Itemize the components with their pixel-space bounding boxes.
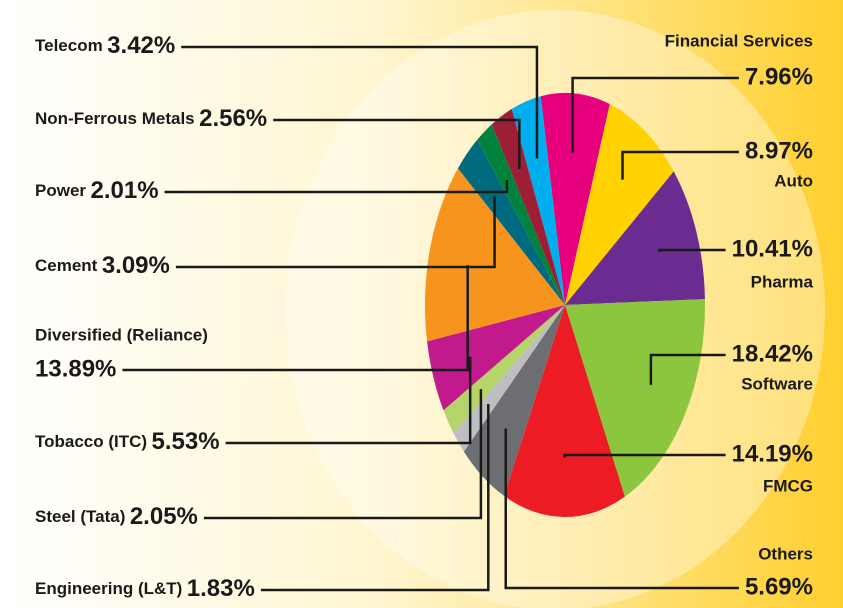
pie-slice bbox=[443, 305, 565, 434]
category-label: Others bbox=[758, 544, 813, 563]
category-label: Financial Services bbox=[665, 31, 813, 50]
leader-line bbox=[621, 150, 739, 180]
label: Engineering (L&T) 1.83% bbox=[35, 575, 255, 602]
category-label: Pharma bbox=[751, 272, 814, 291]
label: Power 2.01% bbox=[35, 177, 159, 204]
leader-line bbox=[273, 118, 521, 169]
label: Tobacco (ITC) 5.53% bbox=[35, 428, 220, 455]
value-label: 7.96% bbox=[745, 63, 813, 90]
value-label: 2.01% bbox=[90, 177, 158, 204]
value-label: 10.41% bbox=[732, 235, 813, 262]
value-label: 2.05% bbox=[130, 503, 198, 530]
category-label: Tobacco (ITC) bbox=[35, 432, 147, 451]
category-label: Diversified (Reliance) bbox=[35, 325, 208, 344]
leader-line bbox=[571, 76, 739, 153]
leader-line bbox=[164, 180, 509, 194]
label: Steel (Tata) 2.05% bbox=[35, 503, 198, 530]
leader-line bbox=[563, 453, 726, 458]
pie-slice bbox=[540, 93, 610, 306]
category-label: Power bbox=[35, 181, 86, 200]
pie-slice bbox=[457, 139, 565, 305]
pie-slice bbox=[477, 124, 565, 306]
pie-slice bbox=[565, 299, 705, 497]
value-label: 3.42% bbox=[107, 32, 175, 59]
labels: Financial Services 7.96% Auto 8.97% Pharma 10… bbox=[35, 31, 814, 602]
leader-line bbox=[658, 248, 726, 252]
value-label: 13.89% bbox=[35, 355, 116, 382]
leader-line bbox=[175, 195, 496, 269]
leader-line bbox=[225, 356, 472, 445]
slices bbox=[425, 93, 705, 517]
leader-line bbox=[260, 404, 490, 592]
label: Telecom 3.42% bbox=[35, 32, 175, 59]
leader-line bbox=[649, 353, 726, 385]
category-label: Steel (Tata) bbox=[35, 507, 125, 526]
value-label: 8.97% bbox=[745, 137, 813, 164]
pie-slice bbox=[427, 305, 565, 411]
pie-slice bbox=[511, 96, 565, 305]
category-label: Telecom bbox=[35, 36, 103, 55]
value-label: 14.19% bbox=[732, 440, 813, 467]
pie-slice bbox=[565, 104, 674, 305]
label: Cement 3.09% bbox=[35, 252, 170, 279]
leader-line bbox=[504, 428, 739, 590]
leader-line bbox=[203, 389, 483, 520]
value-label: 2.56% bbox=[199, 105, 267, 132]
label: Non-Ferrous Metals 2.56% bbox=[35, 105, 267, 132]
category-label: Software bbox=[741, 374, 813, 393]
category-label: Cement bbox=[35, 256, 98, 275]
pie-slice bbox=[504, 305, 625, 517]
leader-line bbox=[122, 265, 469, 372]
category-label: Engineering (L&T) bbox=[35, 579, 182, 598]
value-label: 5.69% bbox=[745, 573, 813, 600]
value-label: 1.83% bbox=[187, 575, 255, 602]
leader-line bbox=[181, 45, 539, 159]
pie-slice bbox=[491, 108, 565, 306]
pie-slice bbox=[565, 171, 705, 305]
category-label: Auto bbox=[774, 171, 813, 190]
value-label: 3.09% bbox=[102, 252, 170, 279]
category-label: Non-Ferrous Metals bbox=[35, 109, 195, 128]
value-label: 18.42% bbox=[732, 340, 813, 367]
value-label: 5.53% bbox=[152, 428, 220, 455]
category-label: FMCG bbox=[763, 476, 813, 495]
